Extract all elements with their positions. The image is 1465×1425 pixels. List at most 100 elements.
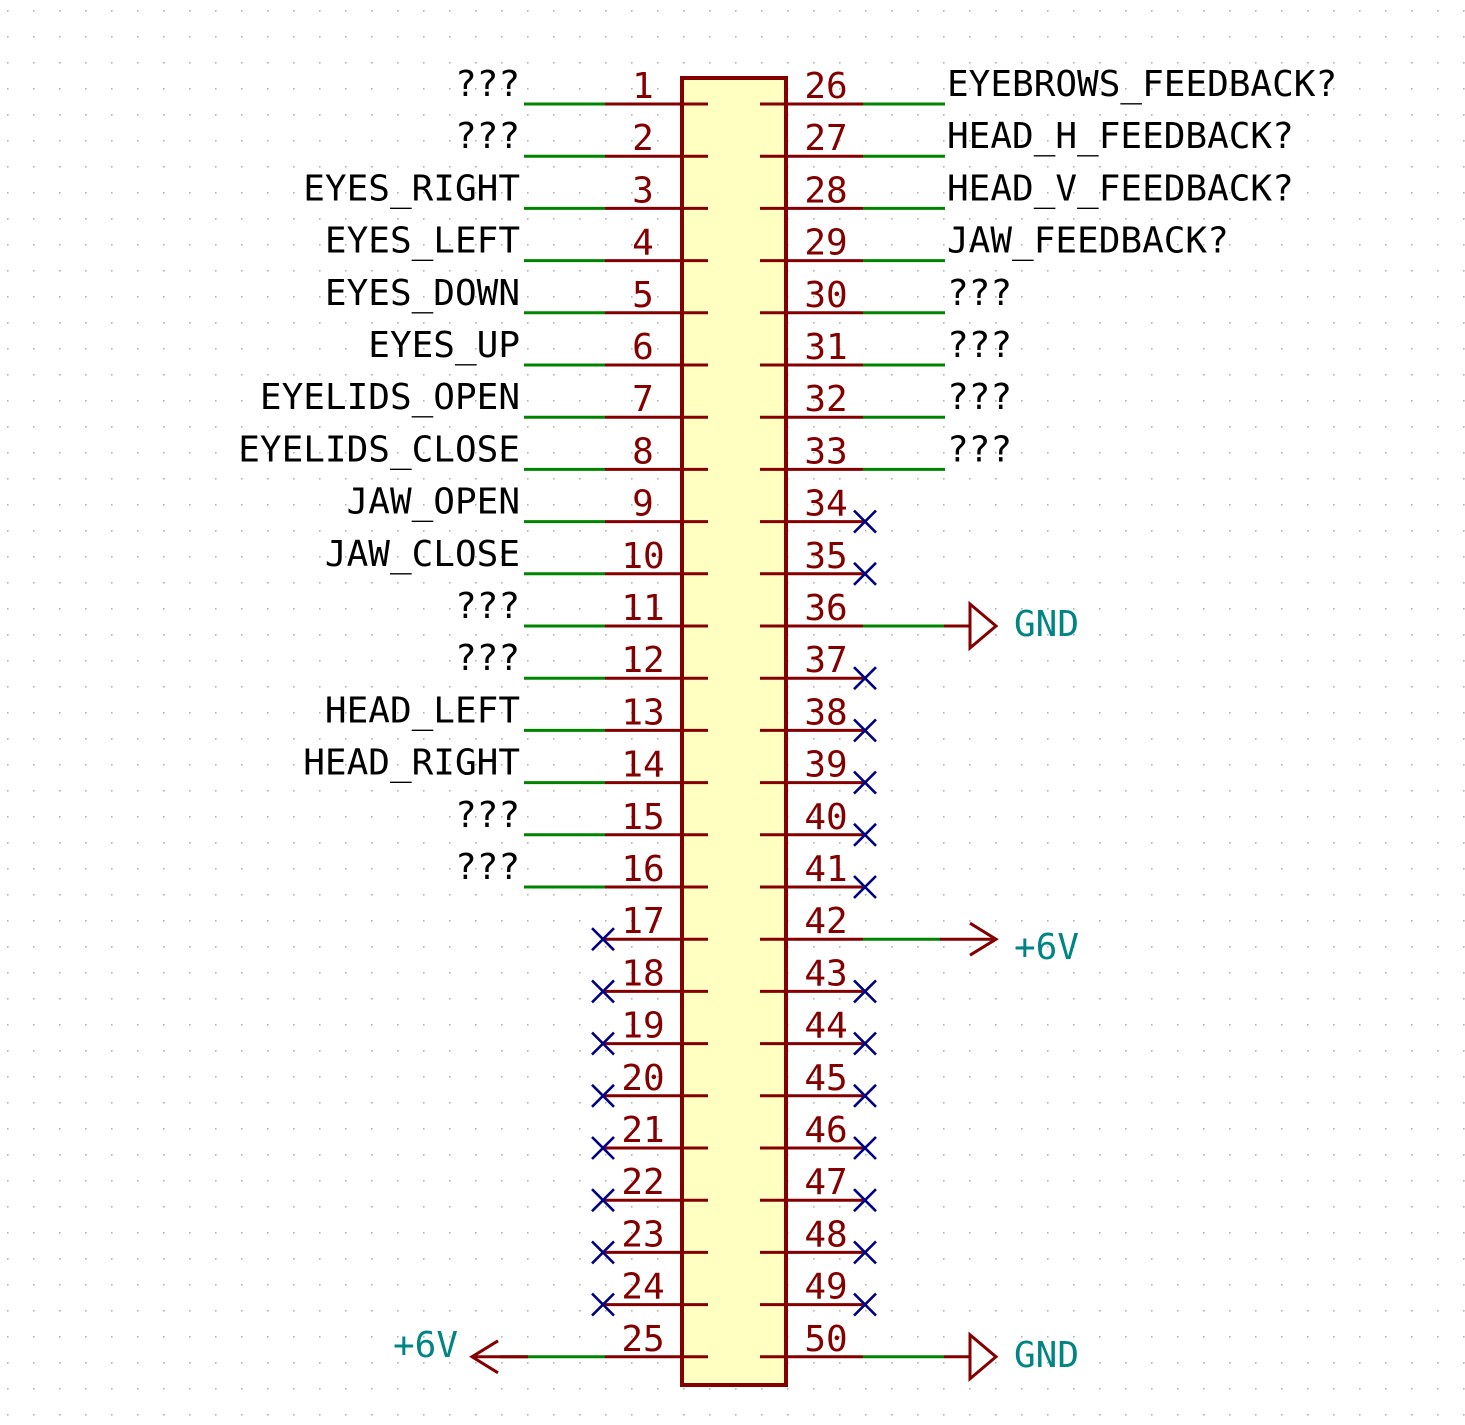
net-label-13[interactable]: HEAD_LEFT <box>325 690 520 731</box>
pin-number-37: 37 <box>804 640 847 681</box>
pin-number-49: 49 <box>804 1267 847 1308</box>
no-connect-37 <box>853 666 877 691</box>
pin-number-3: 3 <box>632 170 654 211</box>
net-label-1[interactable]: ??? <box>455 64 520 105</box>
power-label-42: +6V <box>1014 927 1079 968</box>
pin-number-41: 41 <box>804 849 847 890</box>
pin-number-2: 2 <box>632 118 654 159</box>
pin-number-5: 5 <box>632 275 654 316</box>
no-connect-35 <box>853 561 877 586</box>
no-connect-49 <box>853 1292 877 1317</box>
no-connect-18 <box>591 979 615 1004</box>
no-connect-38 <box>853 718 877 743</box>
connector-pins: ??? 1??? 2 EYES_RIGHT 3 EYES_LEFT 4 EYES_DOWN 5 E… <box>238 64 1337 1383</box>
power-label-50: GND <box>1014 1335 1079 1376</box>
no-connect-21 <box>591 1136 615 1160</box>
gnd-symbol-36: GND <box>944 600 1079 652</box>
pin-number-19: 19 <box>621 1006 664 1047</box>
grid-dots <box>7 10 1465 1416</box>
pin-number-34: 34 <box>804 484 847 525</box>
pin-number-40: 40 <box>804 797 847 838</box>
no-connect-46 <box>853 1136 877 1160</box>
net-label-7[interactable]: EYELIDS_OPEN <box>260 377 520 418</box>
pin-number-27: 27 <box>804 118 847 159</box>
no-connect-45 <box>853 1083 877 1108</box>
no-connect-20 <box>591 1083 615 1108</box>
net-label-11[interactable]: ??? <box>455 586 520 627</box>
net-label-27[interactable]: HEAD_H_FEEDBACK? <box>947 116 1294 157</box>
pin-number-15: 15 <box>621 797 664 838</box>
pin-number-42: 42 <box>804 901 847 942</box>
pin-number-8: 8 <box>632 431 654 472</box>
pin-number-20: 20 <box>621 1058 664 1099</box>
pin-number-23: 23 <box>621 1214 664 1255</box>
pin-number-16: 16 <box>621 849 664 890</box>
net-label-32[interactable]: ??? <box>947 377 1012 418</box>
pin-number-18: 18 <box>621 953 664 994</box>
no-connect-17 <box>591 927 615 952</box>
pin-number-22: 22 <box>621 1162 664 1203</box>
pin-number-9: 9 <box>632 484 654 525</box>
pin-number-48: 48 <box>804 1214 847 1255</box>
power-label-36: GND <box>1014 604 1079 645</box>
power-label-25: +6V <box>393 1325 458 1366</box>
pin-number-50: 50 <box>804 1319 847 1360</box>
pin-number-4: 4 <box>632 223 654 264</box>
pin-number-43: 43 <box>804 953 847 994</box>
no-connect-44 <box>853 1031 877 1056</box>
net-label-16[interactable]: ??? <box>455 847 520 888</box>
net-label-15[interactable]: ??? <box>455 795 520 836</box>
net-label-12[interactable]: ??? <box>455 638 520 679</box>
pin-number-29: 29 <box>804 223 847 264</box>
pin-number-24: 24 <box>621 1267 664 1308</box>
pin-number-25: 25 <box>621 1319 664 1360</box>
pin-number-13: 13 <box>621 692 664 733</box>
pin-number-30: 30 <box>804 275 847 316</box>
no-connect-23 <box>591 1240 615 1265</box>
pin-number-32: 32 <box>804 379 847 420</box>
pin-number-39: 39 <box>804 745 847 786</box>
net-label-4[interactable]: EYES_LEFT <box>325 221 520 262</box>
net-label-8[interactable]: EYELIDS_CLOSE <box>238 429 520 470</box>
pin-number-26: 26 <box>804 66 847 107</box>
net-label-31[interactable]: ??? <box>947 325 1012 366</box>
net-label-33[interactable]: ??? <box>947 429 1012 470</box>
pin-number-45: 45 <box>804 1058 847 1099</box>
no-connect-40 <box>853 822 877 847</box>
pin-number-17: 17 <box>621 901 664 942</box>
pin-number-28: 28 <box>804 170 847 211</box>
net-label-26[interactable]: EYEBROWS_FEEDBACK? <box>947 64 1337 105</box>
net-label-2[interactable]: ??? <box>455 116 520 157</box>
pin-number-36: 36 <box>804 588 847 629</box>
gnd-symbol-50: GND <box>944 1331 1079 1383</box>
pin-number-11: 11 <box>621 588 664 629</box>
no-connect-24 <box>591 1292 615 1317</box>
pin-number-47: 47 <box>804 1162 847 1203</box>
no-connect-39 <box>853 770 877 795</box>
pin-number-10: 10 <box>621 536 664 577</box>
net-label-5[interactable]: EYES_DOWN <box>325 273 520 314</box>
pin-number-38: 38 <box>804 692 847 733</box>
pin-number-6: 6 <box>632 327 654 368</box>
net-label-14[interactable]: HEAD_RIGHT <box>303 743 520 784</box>
net-label-6[interactable]: EYES_UP <box>368 325 520 366</box>
no-connect-43 <box>853 979 877 1004</box>
no-connect-22 <box>591 1188 615 1213</box>
net-label-29[interactable]: JAW_FEEDBACK? <box>947 221 1229 262</box>
pin-number-44: 44 <box>804 1006 847 1047</box>
net-label-9[interactable]: JAW_OPEN <box>347 482 520 523</box>
pin-number-1: 1 <box>632 66 654 107</box>
pin-number-33: 33 <box>804 431 847 472</box>
net-label-30[interactable]: ??? <box>947 273 1012 314</box>
no-connect-41 <box>853 875 877 899</box>
no-connect-34 <box>853 509 877 534</box>
pin-number-12: 12 <box>621 640 664 681</box>
net-label-3[interactable]: EYES_RIGHT <box>303 168 520 209</box>
net-label-28[interactable]: HEAD_V_FEEDBACK? <box>947 168 1294 209</box>
pin-number-46: 46 <box>804 1110 847 1151</box>
no-connect-47 <box>853 1188 877 1213</box>
no-connect-48 <box>853 1240 877 1265</box>
power-arrow-25: +6V <box>393 1325 528 1375</box>
net-label-10[interactable]: JAW_CLOSE <box>325 534 520 575</box>
